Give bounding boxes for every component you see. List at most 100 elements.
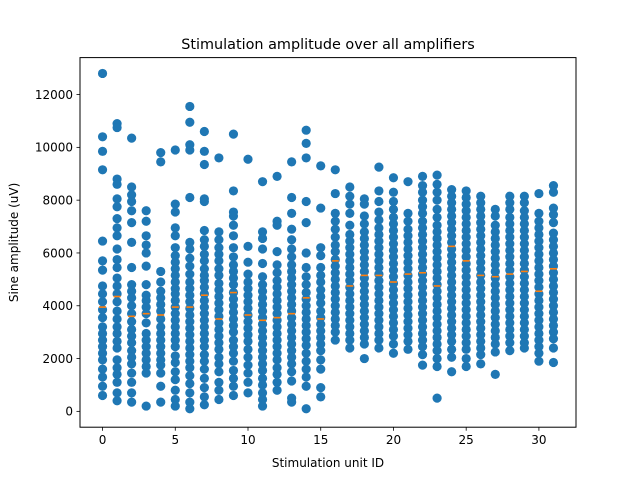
data-point: [432, 260, 442, 270]
data-point: [185, 145, 195, 155]
data-point: [185, 277, 195, 287]
data-point: [490, 326, 500, 336]
data-point: [199, 364, 209, 374]
data-point: [287, 273, 297, 283]
data-point: [272, 377, 282, 387]
data-point: [257, 272, 268, 282]
data-point: [359, 299, 369, 310]
data-point: [112, 369, 122, 379]
data-point: [490, 339, 500, 349]
data-point: [345, 302, 355, 312]
data-point: [476, 211, 486, 221]
data-point: [272, 260, 282, 270]
data-point: [548, 274, 559, 284]
data-point: [316, 203, 326, 213]
data-point: [417, 315, 428, 325]
data-point: [228, 252, 239, 262]
data-point: [330, 281, 340, 291]
data-point: [97, 297, 108, 307]
data-point: [243, 360, 253, 370]
data-point: [316, 291, 326, 302]
data-point: [112, 355, 122, 365]
data-point: [112, 297, 122, 307]
data-point: [417, 202, 428, 212]
data-point: [287, 313, 297, 323]
data-point: [127, 301, 137, 311]
data-point: [359, 306, 369, 316]
data-point: [330, 274, 340, 284]
data-point: [548, 314, 559, 324]
data-point: [534, 295, 544, 306]
data-point: [403, 264, 413, 274]
data-point: [127, 190, 137, 200]
data-point: [476, 264, 486, 274]
data-point: [417, 360, 428, 370]
data-point: [127, 196, 137, 207]
data-point: [461, 239, 471, 249]
data-point: [505, 318, 515, 328]
data-point: [548, 203, 559, 213]
data-point: [505, 285, 515, 295]
data-point: [214, 227, 224, 237]
data-point: [272, 289, 282, 299]
data-point: [170, 199, 180, 209]
data-point: [359, 219, 369, 229]
data-point: [359, 233, 369, 244]
data-point: [432, 266, 442, 277]
data-point: [519, 225, 529, 236]
data-point: [490, 253, 500, 263]
data-point: [156, 397, 166, 407]
data-point: [345, 282, 355, 292]
data-point: [97, 390, 108, 401]
data-point: [301, 348, 311, 358]
data-point: [432, 220, 442, 230]
data-point: [141, 206, 151, 216]
data-point: [417, 342, 428, 352]
data-point: [97, 265, 108, 275]
data-point: [534, 262, 544, 273]
data-point: [374, 322, 384, 332]
data-point: [461, 225, 471, 236]
data-point: [228, 365, 239, 376]
data-point: [243, 297, 253, 307]
data-point: [97, 289, 108, 299]
data-point: [272, 348, 282, 358]
data-point: [447, 224, 457, 234]
data-points: [97, 68, 559, 414]
data-point: [505, 198, 515, 208]
data-point: [199, 235, 209, 245]
data-point: [214, 298, 224, 308]
data-point: [432, 212, 442, 222]
data-point: [432, 187, 442, 197]
data-point: [432, 326, 442, 336]
data-point: [199, 373, 209, 383]
data-point: [447, 257, 457, 267]
data-point: [170, 401, 180, 411]
data-point: [199, 289, 209, 299]
data-point: [534, 236, 544, 246]
data-point: [534, 276, 544, 286]
data-point: [141, 231, 151, 241]
data-point: [359, 240, 369, 250]
data-point: [330, 268, 340, 278]
data-point: [228, 260, 239, 270]
data-point: [228, 320, 239, 331]
data-point: [345, 343, 355, 353]
data-point: [345, 322, 355, 332]
data-point: [417, 276, 428, 286]
data-point: [345, 220, 355, 230]
data-point: [185, 261, 195, 271]
data-point: [112, 343, 122, 353]
data-point: [417, 236, 428, 246]
data-point: [185, 397, 195, 407]
data-point: [127, 218, 137, 228]
data-point: [534, 348, 544, 358]
data-point: [228, 301, 239, 311]
data-point: [447, 218, 457, 228]
data-point: [112, 194, 122, 204]
data-point: [534, 335, 544, 345]
data-point: [490, 299, 500, 310]
data-point: [476, 231, 486, 241]
data-point: [127, 377, 137, 387]
